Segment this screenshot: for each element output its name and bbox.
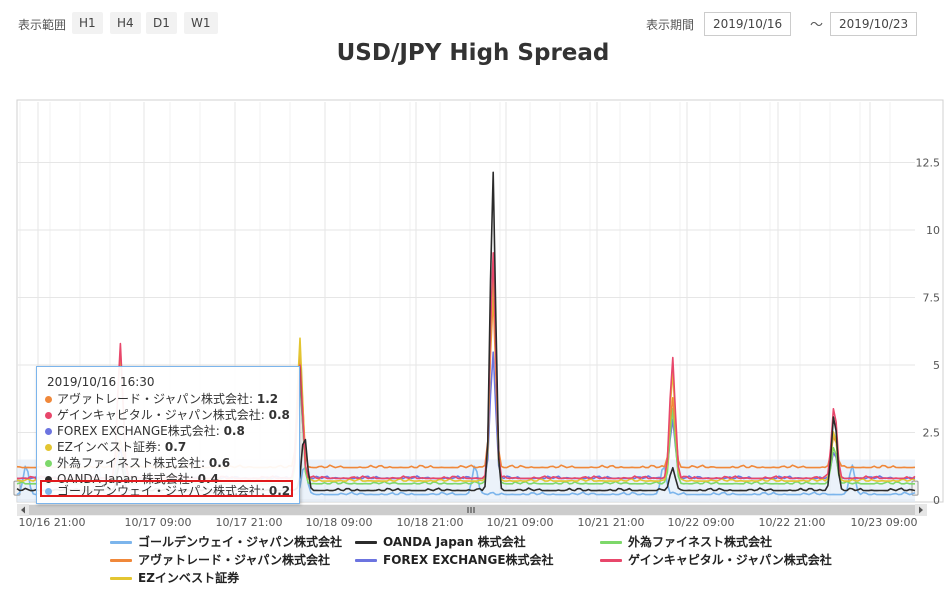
x-tick-label: 10/16 21:00 (19, 516, 86, 529)
legend-line-icon (110, 577, 132, 580)
chart-tooltip: 2019/10/16 16:30 アヴァトレード・ジャパン株式会社: 1.2 ゲ… (36, 366, 300, 504)
x-tick-label: 10/18 09:00 (306, 516, 373, 529)
legend-label: 外為ファイネスト株式会社 (628, 535, 773, 549)
tooltip-value: 0.6 (208, 456, 231, 470)
x-tick-label: 10/18 21:00 (397, 516, 464, 529)
navigator-handle-left (13, 480, 21, 496)
gaincapital-dot-icon (45, 412, 52, 419)
tooltip-value: 0.7 (164, 440, 187, 454)
range-w1-button[interactable]: W1 (184, 12, 218, 34)
y-tick-label: 10 (926, 224, 940, 237)
legend-item-avatrade[interactable]: アヴァトレード・ジャパン株式会社 (110, 552, 330, 568)
tooltip-row-goldenway: ゴールデンウェイ・ジャパン株式会社: 0.2 (45, 483, 290, 499)
date-separator: ～ (810, 18, 824, 33)
legend-item-oanda[interactable]: OANDA Japan 株式会社 (355, 534, 526, 550)
legend-line-icon (600, 541, 622, 544)
tooltip-label: OANDA Japan 株式会社: (57, 472, 198, 486)
scroll-right-icon (919, 506, 923, 514)
tooltip-label: EZインベスト証券: (57, 440, 165, 454)
x-tick-label: 10/23 09:00 (851, 516, 918, 529)
legend-line-icon (110, 559, 132, 562)
legend-line-icon (355, 559, 377, 562)
y-tick-label: 12.5 (916, 157, 941, 170)
legend-item-gaincapital[interactable]: ゲインキャピタル・ジャパン株式会社 (600, 552, 832, 568)
range-h4-button[interactable]: H4 (110, 12, 141, 34)
y-tick-label: 5 (933, 359, 940, 372)
tooltip-row-oanda: OANDA Japan 株式会社: 0.4 (45, 471, 219, 487)
tooltip-row-ez-invest: EZインベスト証券: 0.7 (45, 439, 186, 455)
tooltip-value: 0.8 (268, 408, 290, 422)
scroll-left-icon (21, 506, 25, 514)
tooltip-value: 1.2 (256, 392, 279, 406)
range-controls: 表示範囲 H1 H4 D1 W1 表示期間 2019/10/16 ～ 2019/… (0, 0, 946, 44)
tooltip-row-avatrade: アヴァトレード・ジャパン株式会社: 1.2 (45, 391, 278, 407)
tooltip-header: 2019/10/16 16:30 (47, 375, 155, 389)
goldenway-dot-icon (45, 488, 52, 495)
scrollbar-grip-icon (467, 507, 475, 513)
avatrade-dot-icon (45, 396, 52, 403)
x-tick-label: 10/17 21:00 (216, 516, 283, 529)
legend-item-ez-invest[interactable]: EZインベスト証券 (110, 570, 239, 586)
x-tick-label: 10/21 21:00 (578, 516, 645, 529)
legend-item-gaitame-finest[interactable]: 外為ファイネスト株式会社 (600, 534, 772, 550)
chart-legend: ゴールデンウェイ・ジャパン株式会社 OANDA Japan 株式会社 外為ファイ… (0, 532, 946, 596)
x-axis: 10/16 21:00 10/17 09:00 10/17 21:00 10/18 0… (19, 516, 918, 529)
tooltip-label: ゲインキャピタル・ジャパン株式会社: (57, 408, 269, 422)
tooltip-row-forex-exchange: FOREX EXCHANGE株式会社: 0.8 (45, 423, 245, 439)
legend-line-icon (600, 559, 622, 562)
legend-label: EZインベスト証券 (138, 571, 240, 585)
tooltip-value: 0.4 (197, 472, 219, 486)
tooltip-label: FOREX EXCHANGE株式会社: (57, 424, 224, 438)
x-tick-label: 10/22 21:00 (759, 516, 826, 529)
range-d1-button[interactable]: D1 (146, 12, 177, 34)
y-tick-label: 7.5 (923, 292, 941, 305)
tooltip-row-gaitame-finest: 外為ファイネスト株式会社: 0.6 (45, 455, 230, 471)
tooltip-value: 0.8 (223, 424, 245, 438)
tooltip-label: 外為ファイネスト株式会社: (57, 456, 209, 470)
forex-exchange-dot-icon (45, 428, 52, 435)
oanda-dot-icon (45, 476, 52, 483)
navigator-handle-right (911, 480, 919, 496)
legend-label: FOREX EXCHANGE株式会社 (383, 553, 554, 567)
period-label: 表示期間 (646, 18, 695, 32)
ez-invest-dot-icon (45, 444, 52, 451)
tooltip-highlight-box (40, 480, 293, 497)
gaitame-finest-dot-icon (45, 460, 52, 467)
chart-title: USD/JPY High Spread (336, 40, 610, 66)
x-tick-label: 10/22 09:00 (668, 516, 735, 529)
x-tick-label: 10/21 09:00 (487, 516, 554, 529)
tooltip-label: アヴァトレード・ジャパン株式会社: (57, 392, 257, 406)
legend-label: ゲインキャピタル・ジャパン株式会社 (628, 553, 832, 567)
legend-label: ゴールデンウェイ・ジャパン株式会社 (138, 535, 343, 549)
legend-item-forex-exchange[interactable]: FOREX EXCHANGE株式会社 (355, 552, 554, 568)
y-tick-label: 0 (933, 494, 940, 507)
range-h1-button[interactable]: H1 (72, 12, 103, 34)
tooltip-value: 0.2 (268, 484, 291, 498)
legend-label: アヴァトレード・ジャパン株式会社 (138, 553, 331, 567)
legend-label: OANDA Japan 株式会社 (383, 535, 526, 549)
x-tick-label: 10/17 09:00 (125, 516, 192, 529)
legend-line-icon (355, 541, 377, 544)
y-tick-label: 2.5 (923, 427, 941, 440)
legend-line-icon (110, 541, 132, 544)
tooltip-row-gaincapital: ゲインキャピタル・ジャパン株式会社: 0.8 (45, 407, 290, 423)
y-axis: 0 2.5 5 7.5 10 12.5 (916, 157, 941, 508)
date-from-input[interactable]: 2019/10/16 (704, 12, 792, 36)
range-label: 表示範囲 (18, 18, 67, 32)
tooltip-label: ゴールデンウェイ・ジャパン株式会社: (57, 484, 269, 498)
scrollbar (17, 504, 927, 516)
date-to-input[interactable]: 2019/10/23 (830, 12, 918, 36)
legend-item-goldenway[interactable]: ゴールデンウェイ・ジャパン株式会社 (110, 534, 342, 550)
